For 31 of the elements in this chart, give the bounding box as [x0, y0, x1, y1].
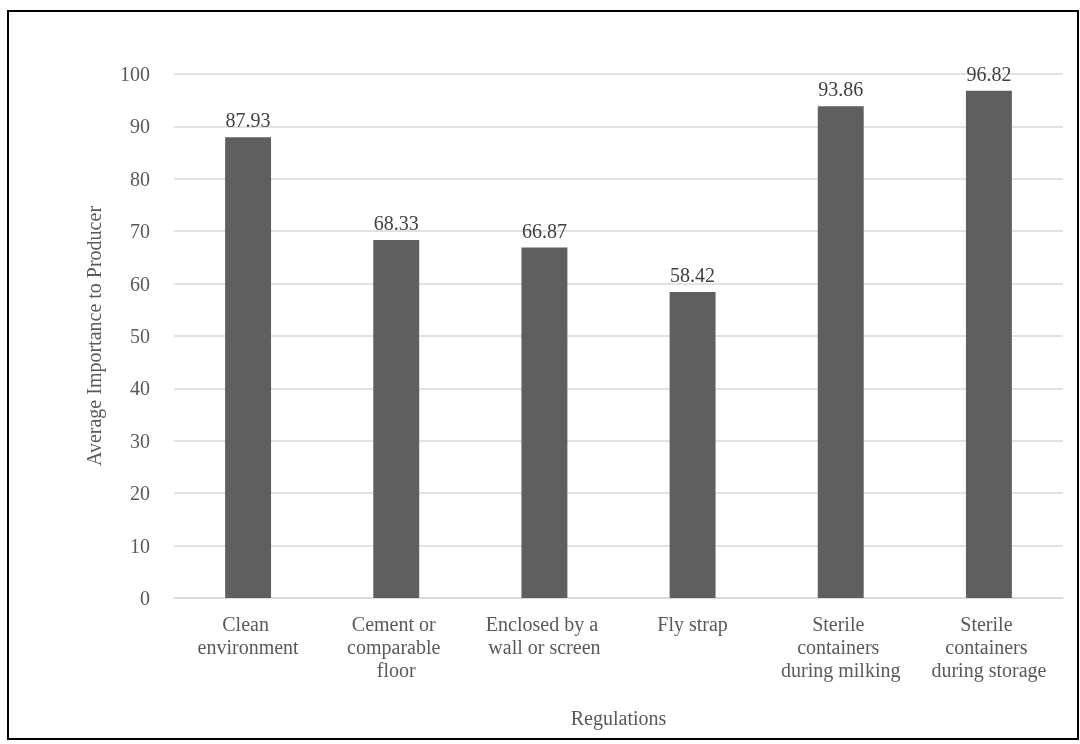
bar — [965, 90, 1012, 598]
y-tick-label: 100 — [120, 63, 150, 85]
x-tick-label: Sterile containers during milking — [781, 612, 901, 682]
y-tick-label: 90 — [130, 115, 150, 138]
x-tick-label: Fly strap — [657, 612, 728, 636]
bar — [669, 291, 716, 598]
x-tick-label: Sterile containers during storage — [931, 612, 1047, 682]
data-label: 96.82 — [966, 62, 1012, 85]
y-tick-label: 0 — [140, 587, 150, 609]
y-tick-label: 80 — [130, 167, 150, 190]
data-label: 93.86 — [818, 78, 864, 101]
y-tick-label: 30 — [130, 429, 150, 452]
y-tick-label: 40 — [130, 377, 150, 400]
bar — [817, 106, 864, 598]
y-tick-label: 10 — [130, 534, 150, 557]
data-label: 66.87 — [521, 219, 567, 242]
x-tick-label: Clean environment — [197, 612, 300, 658]
data-label: 87.93 — [225, 109, 271, 132]
bar — [373, 239, 420, 598]
x-tick-label: Cement or comparable floor — [347, 612, 446, 681]
y-tick-label: 70 — [130, 220, 150, 243]
bar — [521, 247, 568, 598]
bar — [225, 137, 272, 598]
data-label: 58.42 — [670, 263, 716, 286]
data-label: 68.33 — [373, 211, 419, 234]
x-tick-label: Enclosed by a wall or screen — [485, 612, 604, 658]
y-tick-label: 50 — [130, 325, 150, 347]
x-axis-title: Regulations — [570, 707, 667, 730]
y-tick-label: 20 — [130, 482, 150, 505]
y-tick-label: 60 — [130, 272, 150, 295]
y-axis-title: Average Importance to Producer — [83, 205, 106, 467]
